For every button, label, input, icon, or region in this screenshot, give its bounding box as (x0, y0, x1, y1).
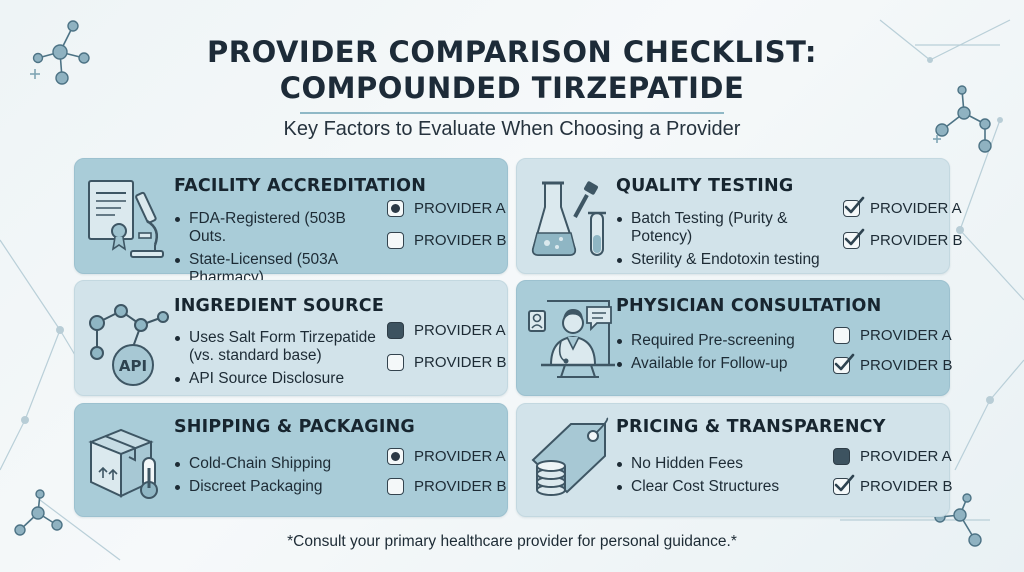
certificate-microscope-icon (88, 180, 164, 258)
card-physician-consultation: PHYSICIAN CONSULTATION Required Pre-scre… (516, 280, 953, 396)
footer-disclaimer: *Consult your primary healthcare provide… (287, 533, 737, 550)
checkbox-filled[interactable] (387, 322, 404, 339)
card-title: PHYSICIAN CONSULTATION (616, 296, 882, 316)
card-title: FACILITY ACCREDITATION (174, 176, 427, 196)
list-item: Sterility & Endotoxin testing (617, 251, 847, 269)
checkmark-icon (844, 228, 865, 246)
provider-b-option[interactable]: PROVIDER B (387, 354, 507, 371)
list-item: API Source Disclosure (175, 370, 385, 388)
list-item: Discreet Packaging (175, 478, 375, 496)
card-ingredient-source: API INGREDIENT SOURCE Uses Salt Form Tir… (74, 280, 508, 396)
card-quality-testing: QUALITY TESTING Batch Testing (Purity & … (516, 158, 963, 274)
option-label: PROVIDER B (414, 478, 507, 495)
card-title: PRICING & TRANSPARENCY (616, 417, 886, 437)
molecule-api-icon: API (89, 304, 169, 386)
checkbox-checked[interactable] (833, 353, 855, 374)
page-subtitle: Key Factors to Evaluate When Choosing a … (283, 118, 741, 140)
provider-b-option[interactable]: PROVIDER B (833, 474, 953, 495)
price-tag-coins-icon (531, 417, 609, 496)
provider-a-option[interactable]: PROVIDER A (387, 448, 506, 465)
checkbox-empty[interactable] (833, 327, 850, 344)
lab-flask-icon (531, 181, 606, 256)
option-label: PROVIDER B (870, 232, 963, 249)
list-item: FDA-Registered (503B Outs. (175, 210, 375, 246)
list-item: Batch Testing (Purity & Potency) (617, 210, 847, 246)
doctor-telehealth-icon (528, 300, 615, 378)
card-title: QUALITY TESTING (616, 176, 794, 196)
bullet-list: Cold-Chain Shipping Discreet Packaging (175, 455, 375, 501)
title-divider (300, 112, 724, 114)
bullet-list: No Hidden Fees Clear Cost Structures (617, 455, 817, 501)
provider-b-option[interactable]: PROVIDER B (387, 232, 507, 249)
provider-b-option[interactable]: PROVIDER B (833, 353, 953, 374)
provider-a-option[interactable]: PROVIDER A (833, 448, 952, 465)
page-title: PROVIDER COMPARISON CHECKLIST: COMPOUNDE… (0, 34, 1024, 106)
package-thermometer-icon (88, 428, 158, 499)
api-icon-text: API (119, 357, 147, 375)
list-item: Required Pre-screening (617, 332, 827, 350)
card-facility-accreditation: FACILITY ACCREDITATION FDA-Registered (5… (74, 158, 508, 286)
bullet-list: FDA-Registered (503B Outs. State-License… (175, 210, 375, 292)
checkbox-empty[interactable] (387, 354, 404, 371)
list-item: No Hidden Fees (617, 455, 817, 473)
provider-b-option[interactable]: PROVIDER B (843, 228, 963, 249)
checkbox-empty[interactable] (387, 478, 404, 495)
option-label: PROVIDER A (860, 327, 952, 344)
list-item: Clear Cost Structures (617, 478, 817, 496)
option-label: PROVIDER B (414, 354, 507, 371)
checkmark-icon (844, 196, 865, 214)
checkmark-icon (834, 353, 855, 371)
card-title: INGREDIENT SOURCE (174, 296, 384, 316)
list-item: Uses Salt Form Tirzepatide (vs. standard… (175, 329, 385, 365)
option-label: PROVIDER A (414, 448, 506, 465)
page-title-line-2: COMPOUNDED TIRZEPATIDE (279, 71, 745, 105)
card-title: SHIPPING & PACKAGING (174, 417, 415, 437)
provider-a-option[interactable]: PROVIDER A (387, 200, 506, 217)
provider-b-option[interactable]: PROVIDER B (387, 478, 507, 495)
option-label: PROVIDER A (414, 322, 506, 339)
option-label: PROVIDER B (860, 357, 953, 374)
list-item: Cold-Chain Shipping (175, 455, 375, 473)
radio-selected-indicator[interactable] (387, 448, 404, 465)
bullet-list: Batch Testing (Purity & Potency) Sterili… (617, 210, 847, 274)
provider-a-option[interactable]: PROVIDER A (387, 322, 506, 339)
list-item: Available for Follow-up (617, 355, 827, 373)
checkbox-checked[interactable] (843, 228, 865, 249)
option-label: PROVIDER A (870, 200, 962, 217)
checkbox-empty[interactable] (387, 232, 404, 249)
card-pricing-transparency: PRICING & TRANSPARENCY No Hidden Fees Cl… (516, 403, 953, 517)
checkbox-filled[interactable] (833, 448, 850, 465)
bullet-list: Required Pre-screening Available for Fol… (617, 332, 827, 378)
page-title-line-1: PROVIDER COMPARISON CHECKLIST: (207, 35, 817, 69)
provider-a-option[interactable]: PROVIDER A (833, 327, 952, 344)
option-label: PROVIDER A (414, 200, 506, 217)
option-label: PROVIDER B (414, 232, 507, 249)
option-label: PROVIDER A (860, 448, 952, 465)
provider-a-option[interactable]: PROVIDER A (843, 196, 962, 217)
checkmark-icon (834, 474, 855, 492)
radio-selected-indicator[interactable] (387, 200, 404, 217)
card-shipping-packaging: SHIPPING & PACKAGING Cold-Chain Shipping… (74, 403, 508, 517)
bullet-list: Uses Salt Form Tirzepatide (vs. standard… (175, 329, 385, 393)
checkbox-checked[interactable] (843, 196, 865, 217)
checkbox-checked[interactable] (833, 474, 855, 495)
option-label: PROVIDER B (860, 478, 953, 495)
